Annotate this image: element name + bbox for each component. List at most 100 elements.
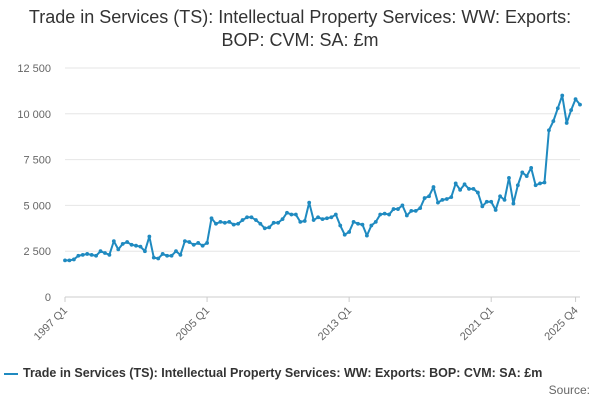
data-point[interactable] <box>396 207 400 211</box>
data-point[interactable] <box>196 241 201 245</box>
data-point[interactable] <box>369 223 374 228</box>
data-point[interactable] <box>480 204 485 209</box>
data-point[interactable] <box>382 211 387 216</box>
data-point[interactable] <box>542 180 547 185</box>
data-point[interactable] <box>191 242 196 247</box>
data-point[interactable] <box>573 97 578 102</box>
data-point[interactable] <box>80 252 85 257</box>
data-point[interactable] <box>360 222 365 227</box>
data-point[interactable] <box>547 128 551 133</box>
data-point[interactable] <box>276 220 281 225</box>
data-point[interactable] <box>169 253 174 258</box>
data-point[interactable] <box>444 197 449 201</box>
data-point[interactable] <box>156 256 161 261</box>
data-point[interactable] <box>71 257 76 262</box>
data-point[interactable] <box>391 207 396 211</box>
data-point[interactable] <box>316 215 320 220</box>
data-point[interactable] <box>311 218 316 222</box>
data-point[interactable] <box>511 201 516 206</box>
data-point[interactable] <box>538 181 542 186</box>
data-point[interactable] <box>404 213 409 218</box>
data-point[interactable] <box>458 187 463 192</box>
data-point[interactable] <box>178 252 183 257</box>
data-point[interactable] <box>103 251 107 255</box>
data-point[interactable] <box>218 219 223 224</box>
data-point[interactable] <box>351 219 356 224</box>
data-point[interactable] <box>249 215 254 220</box>
data-point[interactable] <box>151 255 156 260</box>
data-point[interactable] <box>431 185 436 189</box>
data-point[interactable] <box>551 119 556 124</box>
data-point[interactable] <box>529 165 534 170</box>
data-point[interactable] <box>63 258 67 263</box>
data-point[interactable] <box>298 219 303 224</box>
data-point[interactable] <box>333 212 338 217</box>
data-point[interactable] <box>329 215 334 220</box>
data-point[interactable] <box>320 217 325 222</box>
data-point[interactable] <box>267 225 272 230</box>
data-point[interactable] <box>578 102 582 107</box>
data-point[interactable] <box>489 199 494 204</box>
data-point[interactable] <box>307 200 312 205</box>
data-point[interactable] <box>111 239 116 244</box>
data-point[interactable] <box>564 121 569 125</box>
data-point[interactable] <box>373 219 378 224</box>
data-point[interactable] <box>364 233 369 238</box>
data-point[interactable] <box>107 252 112 257</box>
data-point[interactable] <box>254 218 258 222</box>
data-point[interactable] <box>533 183 538 188</box>
data-point[interactable] <box>160 252 165 256</box>
data-point[interactable] <box>560 93 565 98</box>
data-point[interactable] <box>182 239 187 244</box>
data-point[interactable] <box>236 221 241 226</box>
data-point[interactable] <box>484 199 489 204</box>
data-point[interactable] <box>258 221 263 226</box>
data-point[interactable] <box>134 243 138 248</box>
data-point[interactable] <box>293 212 298 217</box>
data-point[interactable] <box>555 106 560 111</box>
data-point[interactable] <box>493 208 498 212</box>
data-point[interactable] <box>98 249 103 254</box>
data-point[interactable] <box>120 241 125 246</box>
data-point[interactable] <box>205 241 209 245</box>
data-point[interactable] <box>116 247 121 252</box>
data-point[interactable] <box>387 212 391 217</box>
data-point[interactable] <box>409 208 414 213</box>
data-point[interactable] <box>147 234 152 239</box>
data-point[interactable] <box>422 196 427 200</box>
data-point[interactable] <box>507 176 511 180</box>
data-point[interactable] <box>280 217 285 222</box>
data-point[interactable] <box>413 208 418 213</box>
data-point[interactable] <box>85 252 90 256</box>
data-point[interactable] <box>338 223 343 228</box>
data-point[interactable] <box>129 242 134 247</box>
data-point[interactable] <box>453 181 458 186</box>
data-point[interactable] <box>231 222 236 227</box>
data-point[interactable] <box>240 218 245 222</box>
data-point[interactable] <box>502 198 507 202</box>
data-point[interactable] <box>462 182 467 187</box>
data-point[interactable] <box>347 230 352 234</box>
data-point[interactable] <box>187 240 192 244</box>
data-point[interactable] <box>138 244 143 249</box>
data-point[interactable] <box>471 187 476 191</box>
data-point[interactable] <box>427 194 431 199</box>
data-point[interactable] <box>67 258 72 263</box>
data-point[interactable] <box>89 252 94 257</box>
data-point[interactable] <box>227 219 232 224</box>
data-point[interactable] <box>342 232 347 237</box>
data-point[interactable] <box>94 253 98 258</box>
data-point[interactable] <box>302 219 307 223</box>
data-point[interactable] <box>569 108 574 113</box>
data-point[interactable] <box>498 194 502 199</box>
data-point[interactable] <box>440 198 445 202</box>
data-point[interactable] <box>475 190 480 195</box>
data-point[interactable] <box>262 226 267 231</box>
data-point[interactable] <box>125 240 130 244</box>
data-point[interactable] <box>209 216 214 221</box>
data-point[interactable] <box>325 216 329 221</box>
data-point[interactable] <box>515 183 520 188</box>
data-point[interactable] <box>289 212 294 217</box>
data-point[interactable] <box>222 220 227 225</box>
data-point[interactable] <box>285 210 289 215</box>
